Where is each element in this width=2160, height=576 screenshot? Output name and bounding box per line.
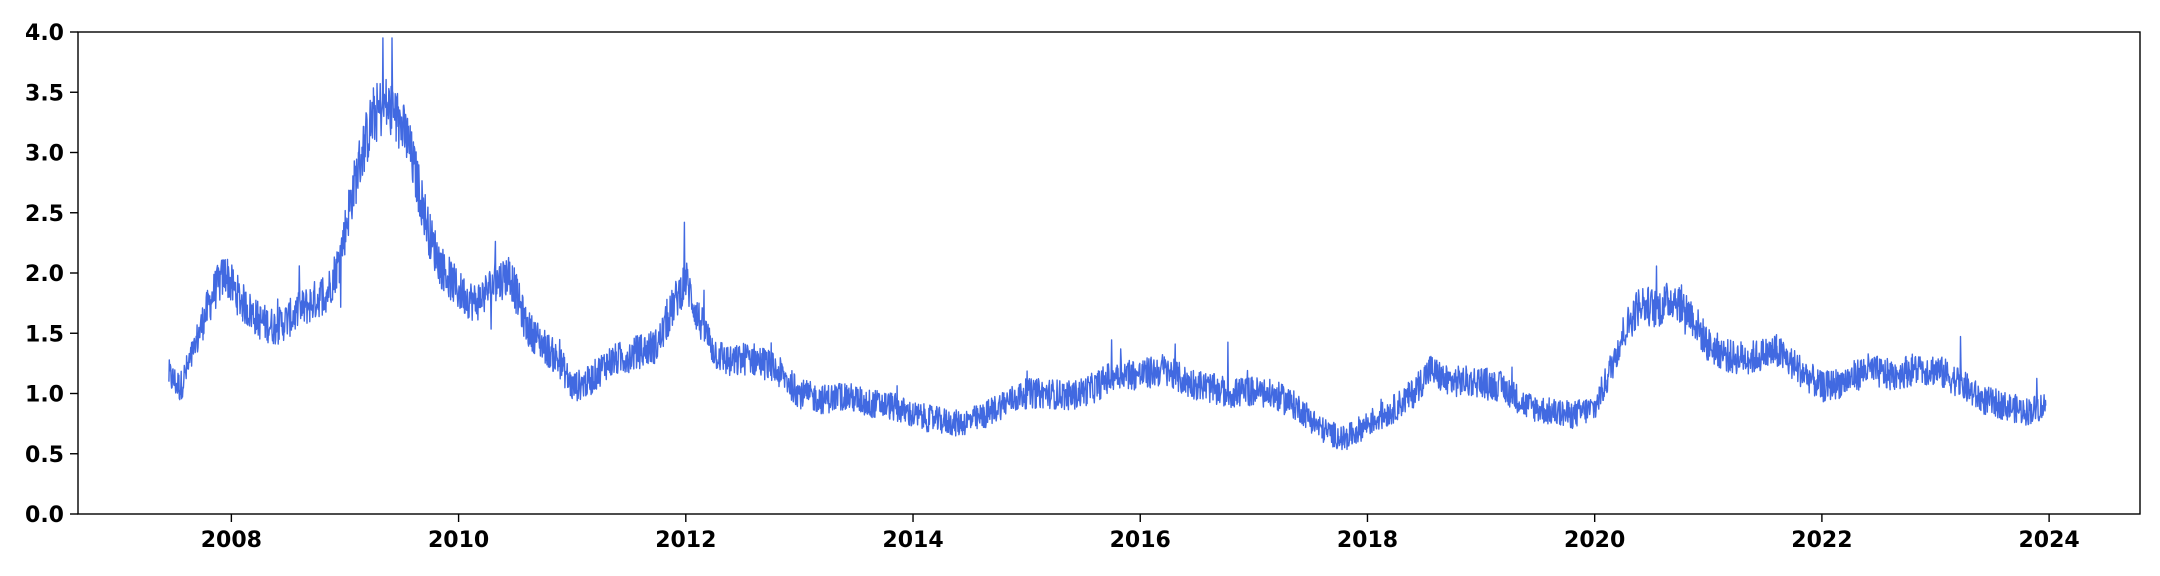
y-tick-label: 2.0 [25, 262, 64, 287]
y-tick-label: 4.0 [25, 21, 64, 46]
x-tick-label: 2018 [1337, 528, 1398, 553]
x-tick-label: 2024 [2018, 528, 2079, 553]
y-tick-label: 0.5 [25, 443, 64, 468]
series-line-0 [168, 37, 2047, 451]
y-tick-label: 3.5 [25, 81, 64, 106]
y-tick-label: 0.0 [25, 503, 64, 528]
y-tick-label: 3.0 [25, 142, 64, 167]
y-tick-label: 2.5 [25, 202, 64, 227]
axes-layer: 0.0 0.5 1.0 1.5 2.0 2.5 3.0 3.5 4.0 2008 2010 2012 2… [25, 21, 2141, 553]
x-tick-label: 2008 [201, 528, 262, 553]
x-tick-label: 2016 [1110, 528, 1171, 553]
y-tick-label: 1.0 [25, 383, 64, 408]
x-tick-label: 2020 [1564, 528, 1625, 553]
x-tick-label: 2022 [1791, 528, 1852, 553]
x-tick-label: 2014 [882, 528, 943, 553]
x-tick-label: 2012 [655, 528, 716, 553]
plot-series-layer [168, 37, 2047, 451]
y-tick-label: 1.5 [25, 322, 64, 347]
x-tick-label: 2010 [428, 528, 489, 553]
